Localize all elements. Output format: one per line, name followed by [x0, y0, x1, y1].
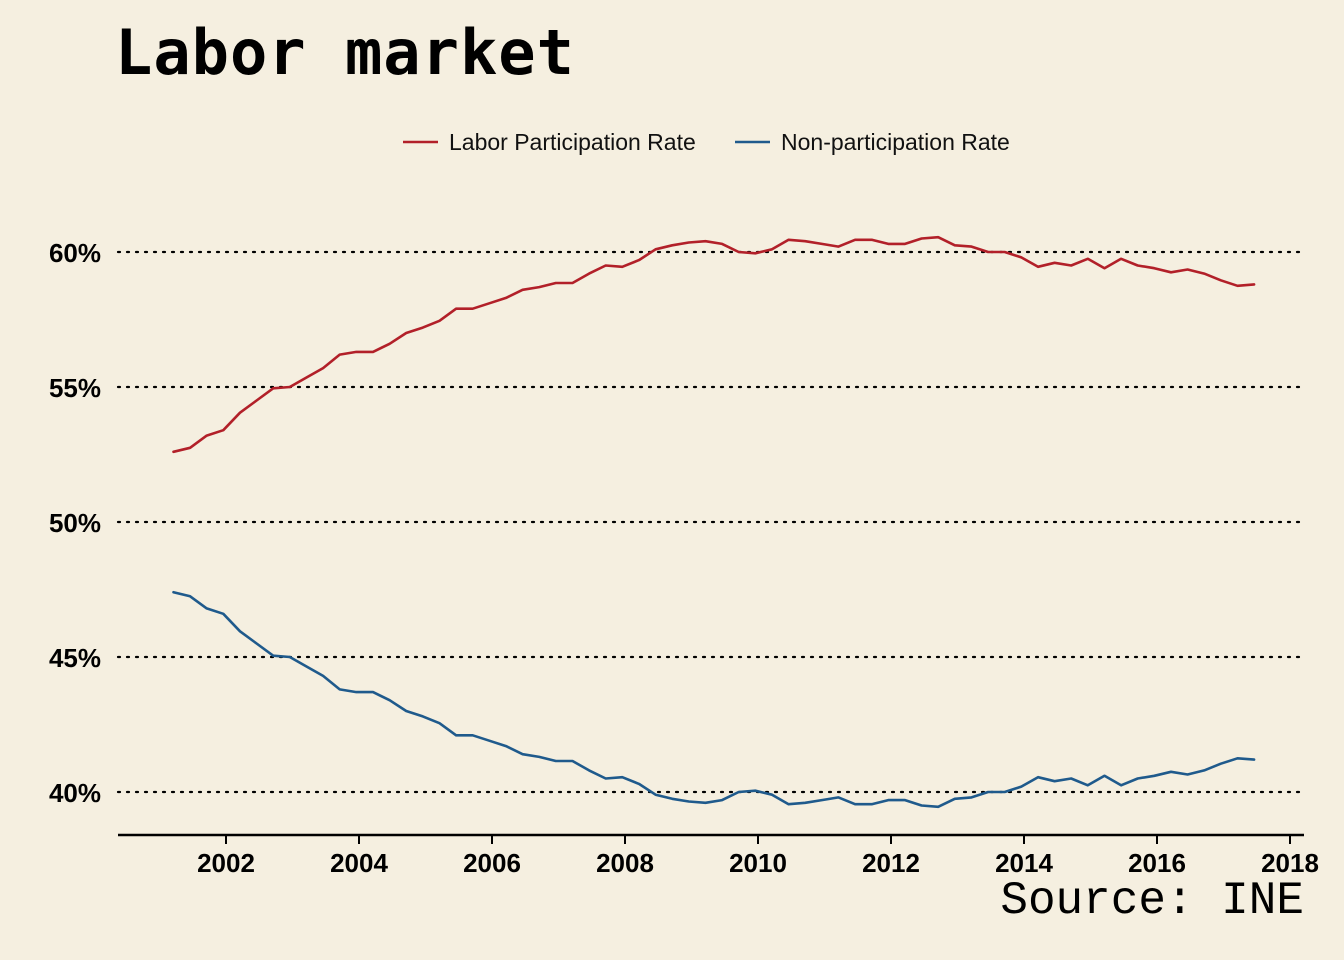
x-tick-label: 2004	[330, 848, 388, 878]
x-tick-label: 2016	[1128, 848, 1186, 878]
series-line-labor-participation	[172, 235, 1256, 454]
source-note: Source: INE	[1000, 875, 1304, 927]
legend-item-non-participation: Non-participation Rate	[735, 129, 1010, 155]
series-lines	[172, 235, 1256, 809]
y-tick-label: 45%	[49, 643, 101, 673]
legend-label: Labor Participation Rate	[449, 129, 696, 155]
x-tick-label: 2002	[197, 848, 255, 878]
gridlines	[116, 250, 1302, 794]
legend: Labor Participation Rate Non-participatio…	[403, 129, 1010, 155]
series-line-non-participation	[172, 590, 1256, 809]
x-tick-label: 2008	[596, 848, 654, 878]
y-axis-ticks: 40% 45% 50% 55% 60%	[49, 238, 101, 808]
x-tick-label: 2010	[729, 848, 787, 878]
x-axis: 2002 2004 2006 2008 2010 2012 2014 2016 2018	[118, 833, 1319, 878]
legend-item-labor-participation: Labor Participation Rate	[403, 129, 696, 155]
x-tick-label: 2012	[862, 848, 920, 878]
y-tick-label: 40%	[49, 778, 101, 808]
x-tick-label: 2006	[463, 848, 521, 878]
x-tick-label: 2018	[1261, 848, 1319, 878]
y-tick-label: 60%	[49, 238, 101, 268]
y-tick-label: 55%	[49, 373, 101, 403]
y-tick-label: 50%	[49, 508, 101, 538]
x-tick-label: 2014	[995, 848, 1053, 878]
legend-label: Non-participation Rate	[781, 129, 1010, 155]
chart-title: Labor market	[115, 16, 575, 89]
